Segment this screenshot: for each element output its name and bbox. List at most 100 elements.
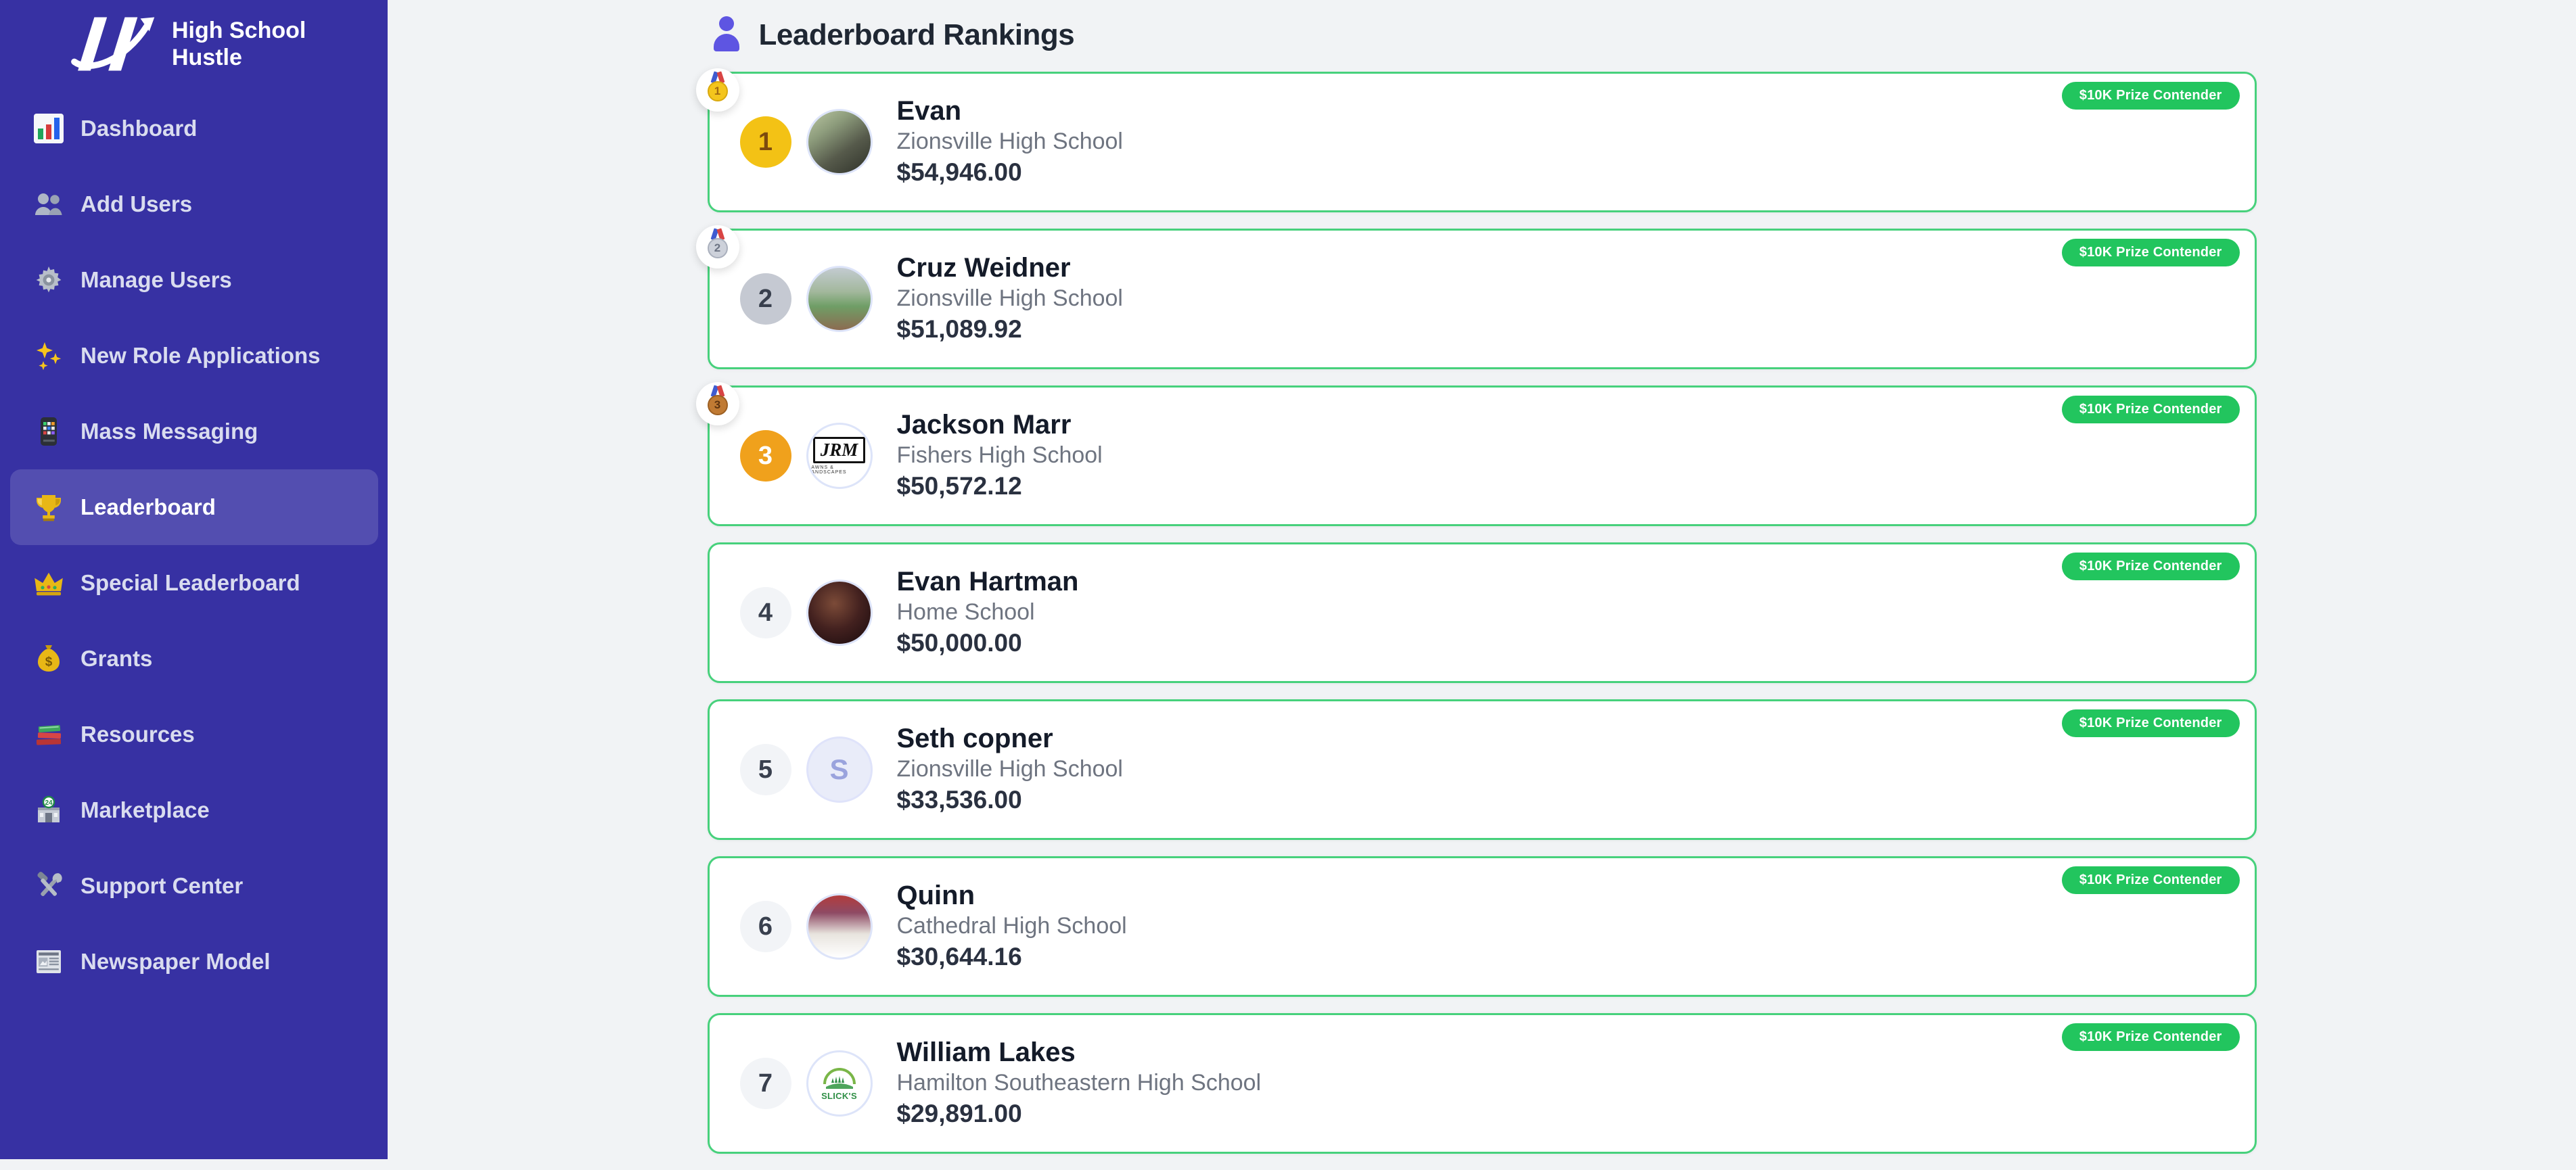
sidebar-item-add-users[interactable]: Add Users [10, 166, 378, 242]
sidebar-item-support-center[interactable]: Support Center [10, 848, 378, 924]
entry-name: Quinn [896, 881, 975, 910]
mobile-phone-icon [30, 413, 67, 450]
avatar [806, 580, 873, 646]
avatar [806, 109, 873, 175]
entry-info: Evan Hartman Home School $50,000.00 [897, 566, 1079, 659]
leaderboard-row: 1 1 Evan Zionsville High School $54,946.… [695, 68, 2257, 212]
entry-amount: $51,089.92 [896, 315, 1022, 343]
third-place-medal-icon: 3 [695, 382, 739, 425]
sidebar-item-manage-users[interactable]: Manage Users [10, 242, 378, 318]
sidebar: High School Hustle Dashboard Add Users M… [0, 0, 388, 1159]
money-bag-icon: $ [30, 640, 67, 677]
svg-text:$: $ [45, 655, 53, 669]
prize-contender-badge: $10K Prize Contender [2061, 553, 2240, 580]
bar-chart-icon [30, 110, 67, 147]
brand-logo: High School Hustle [0, 0, 388, 80]
entry-name: Evan Hartman [896, 567, 1079, 596]
avatar: JRM LAWNS & LANDSCAPES [806, 423, 873, 489]
sidebar-item-label: Mass Messaging [80, 419, 258, 444]
trophy-icon [30, 489, 67, 525]
sidebar-item-leaderboard[interactable]: Leaderboard [10, 469, 378, 545]
svg-text:24: 24 [45, 799, 53, 807]
leaderboard-row: 2 2 Cruz Weidner Zionsville High School … [695, 225, 2257, 369]
page-title: Leaderboard Rankings [758, 18, 1075, 51]
entry-school: Fishers High School [896, 442, 1103, 468]
sidebar-item-label: Leaderboard [80, 494, 216, 519]
store-icon: 24 [30, 792, 67, 828]
entry-info: Evan Zionsville High School $54,946.00 [897, 95, 1124, 189]
entry-school: Hamilton Southeastern High School [896, 1070, 1262, 1096]
sidebar-item-newspaper-model[interactable]: Newspaper Model [10, 924, 378, 1000]
avatar: SLICK'S [806, 1050, 873, 1117]
sparkles-icon [30, 337, 67, 374]
sidebar-item-label: Special Leaderboard [80, 570, 300, 595]
leaderboard-row: 7 SLICK'S William Lakes Hamilton Southea… [707, 1013, 2257, 1154]
prize-contender-badge: $10K Prize Contender [2061, 866, 2240, 894]
sidebar-item-label: Support Center [80, 873, 244, 898]
entry-info: William Lakes Hamilton Southeastern High… [897, 1037, 1262, 1130]
sidebar-item-label: Dashboard [80, 116, 198, 141]
main-content: Leaderboard Rankings 1 1 Evan Zionsville… [388, 0, 2576, 1159]
entry-info: Jackson Marr Fishers High School $50,572… [897, 409, 1103, 502]
sidebar-item-special-leaderboard[interactable]: Special Leaderboard [10, 545, 378, 621]
entry-school: Home School [896, 599, 1035, 625]
avatar [806, 893, 873, 960]
sidebar-item-grants[interactable]: $ Grants [10, 621, 378, 697]
sidebar-item-new-role-applications[interactable]: New Role Applications [10, 318, 378, 394]
sidebar-item-resources[interactable]: Resources [10, 697, 378, 772]
entry-school: Zionsville High School [896, 756, 1124, 782]
sidebar-item-label: Grants [80, 646, 153, 671]
leaderboard-row: 3 3 JRM LAWNS & LANDSCAPES Jackson Marr … [695, 382, 2257, 526]
rank-badge: 3 [739, 430, 791, 482]
sidebar-nav: Dashboard Add Users Manage Users New Rol… [0, 91, 388, 1000]
avatar [806, 266, 873, 332]
entry-amount: $50,572.12 [896, 472, 1022, 500]
entry-name: Evan [896, 96, 962, 126]
entry-info: Quinn Cathedral High School $30,644.16 [897, 880, 1127, 973]
page-header: Leaderboard Rankings [708, 0, 2257, 60]
prize-contender-badge: $10K Prize Contender [2061, 239, 2240, 266]
first-place-medal-icon: 1 [695, 68, 739, 112]
entry-name: Cruz Weidner [896, 253, 1071, 283]
rank-badge: 1 [739, 116, 791, 168]
sidebar-item-label: Newspaper Model [80, 949, 271, 974]
second-place-medal-icon: 2 [695, 225, 739, 268]
leaderboard-row: 4 Evan Hartman Home School $50,000.00 $1… [707, 542, 2257, 683]
rank-badge: 4 [739, 587, 791, 638]
prize-contender-badge: $10K Prize Contender [2061, 82, 2240, 110]
sidebar-item-label: Marketplace [80, 797, 210, 822]
sidebar-item-label: Add Users [80, 191, 193, 216]
leaderboard-row: 5 S Seth copner Zionsville High School $… [707, 699, 2257, 840]
entry-info: Seth copner Zionsville High School $33,5… [897, 723, 1124, 816]
brand-name: High School Hustle [172, 17, 306, 70]
newspaper-icon [30, 943, 67, 980]
rank-badge: 2 [739, 273, 791, 325]
sidebar-item-label: Manage Users [80, 267, 232, 292]
rank-badge: 6 [739, 901, 791, 952]
gear-icon [30, 262, 67, 298]
sidebar-item-marketplace[interactable]: 24 Marketplace [10, 772, 378, 848]
entry-name: Jackson Marr [896, 410, 1072, 440]
entry-name: William Lakes [896, 1037, 1076, 1067]
entry-school: Zionsville High School [896, 285, 1124, 311]
rank-badge: 7 [739, 1058, 791, 1109]
books-icon [30, 716, 67, 753]
users-icon [30, 186, 67, 223]
person-icon [712, 16, 741, 54]
entry-amount: $50,000.00 [896, 629, 1022, 657]
entry-amount: $33,536.00 [896, 786, 1022, 814]
avatar: S [806, 736, 873, 803]
prize-contender-badge: $10K Prize Contender [2061, 709, 2240, 737]
hammer-wrench-icon [30, 868, 67, 904]
leaderboard-list: 1 1 Evan Zionsville High School $54,946.… [695, 68, 2257, 1154]
sidebar-item-label: New Role Applications [80, 343, 321, 368]
sidebar-item-mass-messaging[interactable]: Mass Messaging [10, 394, 378, 469]
entry-name: Seth copner [896, 724, 1053, 753]
leaderboard-row: 6 Quinn Cathedral High School $30,644.16… [707, 856, 2257, 997]
hustle-h-logo-icon [71, 17, 155, 71]
entry-amount: $29,891.00 [896, 1100, 1022, 1127]
sidebar-item-dashboard[interactable]: Dashboard [10, 91, 378, 166]
entry-amount: $30,644.16 [896, 943, 1022, 970]
crown-icon [30, 565, 67, 601]
entry-amount: $54,946.00 [896, 158, 1022, 186]
